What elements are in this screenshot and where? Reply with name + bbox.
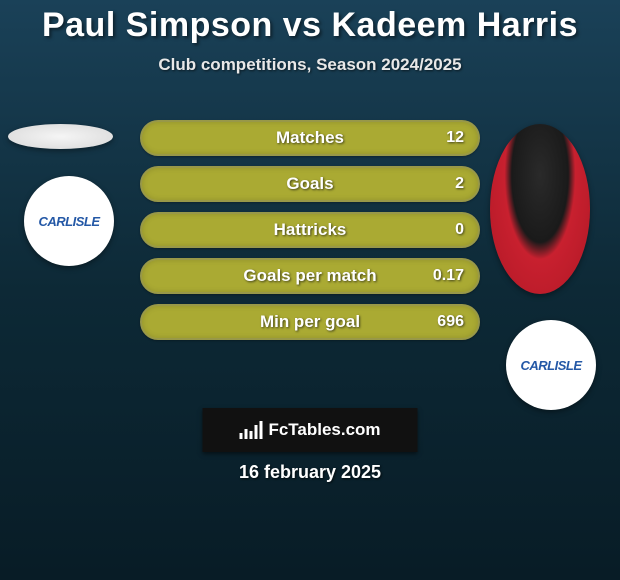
stat-label: Hattricks <box>142 220 478 240</box>
stat-row: Goals2 <box>140 166 480 202</box>
stat-label: Min per goal <box>142 312 478 332</box>
stat-value-right: 2 <box>455 175 464 193</box>
stat-row: Goals per match0.17 <box>140 258 480 294</box>
club-badge-text: CARLISLE <box>521 358 582 373</box>
stat-row: Hattricks0 <box>140 212 480 248</box>
stat-value-right: 0 <box>455 221 464 239</box>
subtitle: Club competitions, Season 2024/2025 <box>0 55 620 75</box>
stat-value-right: 0.17 <box>433 267 464 285</box>
stat-value-right: 12 <box>446 129 464 147</box>
stat-value-right: 696 <box>437 313 464 331</box>
logo-bars-icon <box>239 421 262 439</box>
stat-label: Goals per match <box>142 266 478 286</box>
logo-text: FcTables.com <box>268 420 380 440</box>
stats-container: Matches12 Goals2 Hattricks0 Goals per match… <box>0 120 620 350</box>
stat-row: Matches12 <box>140 120 480 156</box>
fctables-logo: FcTables.com <box>203 408 418 452</box>
stat-row: Min per goal696 <box>140 304 480 340</box>
stat-label: Matches <box>142 128 478 148</box>
stat-label: Goals <box>142 174 478 194</box>
page-title: Paul Simpson vs Kadeem Harris <box>0 0 620 45</box>
infographic-date: 16 february 2025 <box>0 462 620 483</box>
